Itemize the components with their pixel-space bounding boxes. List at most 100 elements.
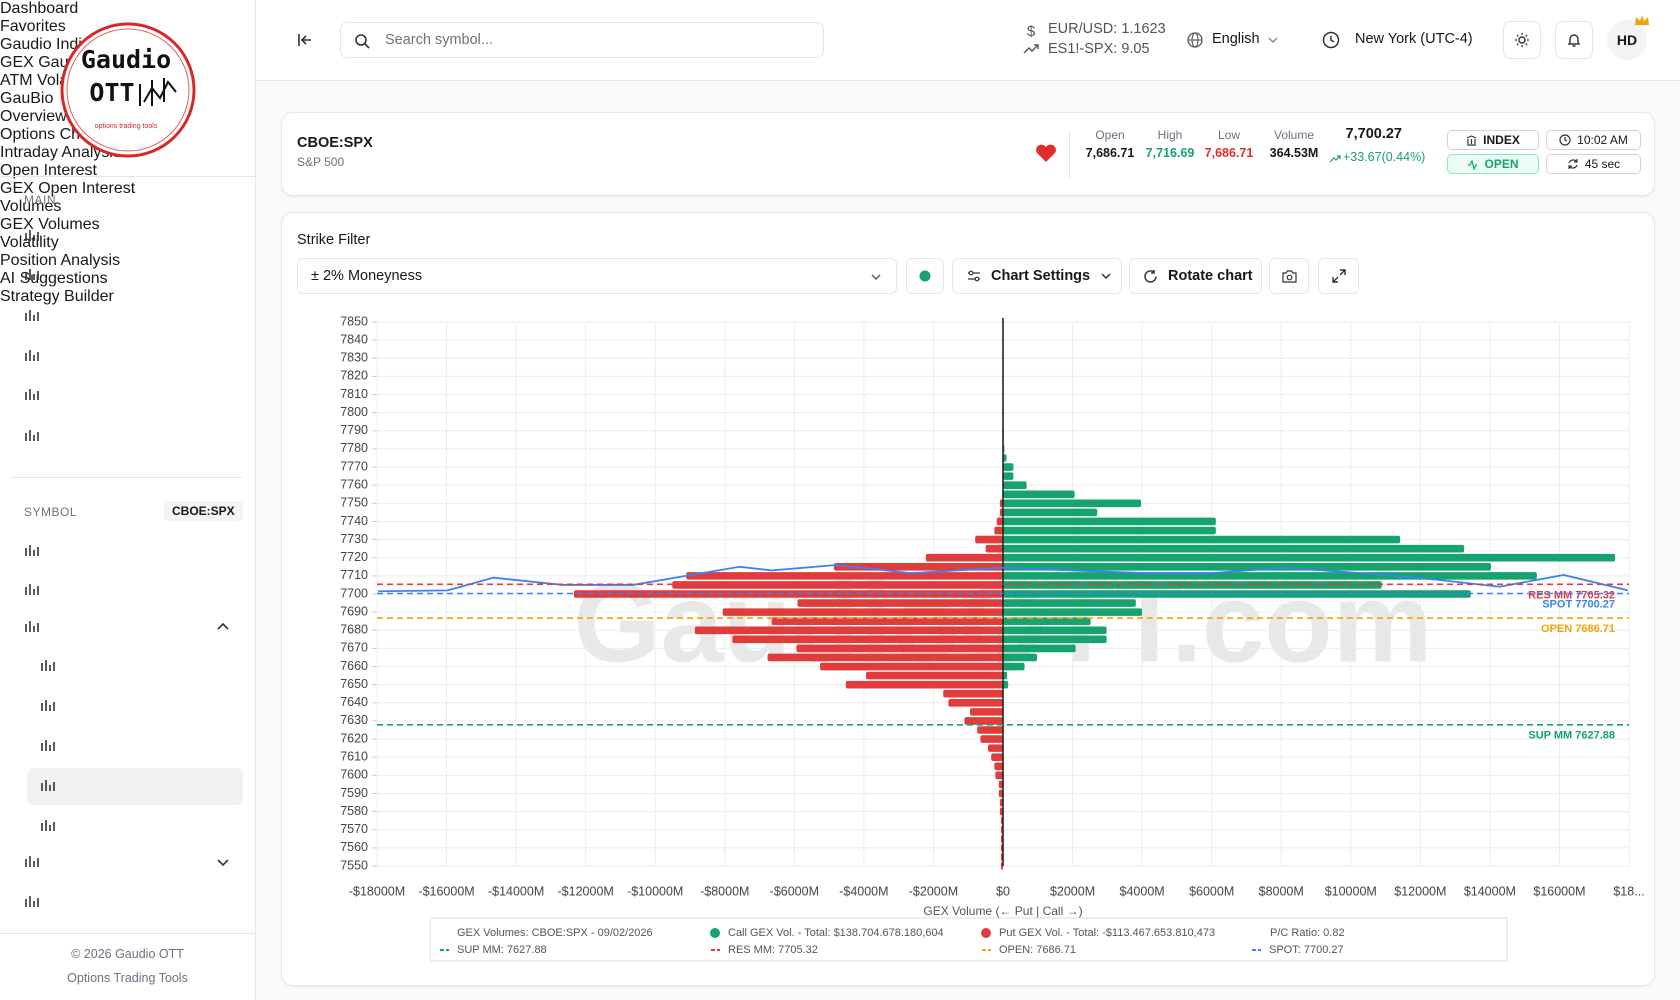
bar [1003,680,1009,689]
pulse-icon [1468,158,1478,170]
nav-icon [25,430,39,441]
screenshot-button[interactable] [1269,258,1309,294]
collapse-button[interactable] [296,31,314,49]
section-heading: SYMBOL [24,505,78,519]
bar [1003,608,1143,616]
x-tick-label: -$14000M [488,884,544,898]
fx-rate: EUR/USD: 1.1623 [1048,21,1166,37]
nav-item[interactable]: Position Analysis [0,252,121,269]
x-tick-label: $4000M [1120,884,1165,898]
bar [722,608,1003,616]
nav-item[interactable]: Dashboard [0,0,79,17]
search-box[interactable]: Search symbol... [340,22,824,58]
nav-item[interactable]: GauBio [0,90,54,107]
y-tick-label: 7610 [340,749,368,763]
legend-text: RES MM: 7705.32 [728,944,818,956]
x-tick-label: -$4000M [839,884,888,898]
bar [1003,644,1076,653]
language-select[interactable]: English [1212,31,1260,47]
bar [925,553,1003,562]
bar [998,780,1003,789]
y-tick-label: 7710 [340,568,368,582]
x-tick-label: -$18000M [349,884,405,898]
bar [994,526,1003,535]
y-tick-label: 7550 [340,858,368,872]
crown-icon [1635,15,1649,25]
theme-button[interactable] [1503,21,1541,59]
strike-filter-select[interactable]: ± 2% Moneyness [297,258,897,294]
y-tick-label: 7560 [340,840,368,854]
fullscreen-button[interactable] [1318,258,1359,294]
chart-settings-button[interactable]: Chart Settings [952,258,1122,294]
filter-value: ± 2% Moneyness [311,268,423,284]
nav-item[interactable]: Overview [0,108,67,125]
y-tick-label: 7720 [340,550,368,564]
x-tick-label: $2000M [1050,884,1095,898]
nav-icon [41,700,55,711]
chevron-up[interactable] [216,620,230,634]
y-tick-label: 7790 [340,423,368,437]
nav-icon [25,230,39,241]
sidebar: Gaudio OTT options trading tools MAIN SY… [0,0,256,1000]
section-heading: MAIN [24,193,56,207]
nav-item[interactable]: Intraday Analysis [0,144,121,161]
stat-label: High [1157,128,1183,142]
button-text: Rotate chart [1168,268,1253,284]
nav-item[interactable]: Strategy Builder [0,288,114,305]
y-tick-label: 7780 [340,441,368,455]
legend-marker [981,928,991,938]
chevron-down[interactable] [216,855,230,869]
nav-item[interactable]: AI Suggestions [0,270,108,287]
bar [948,699,1003,707]
nav-item[interactable]: ATM Vola [0,72,69,89]
x-tick-label: $14000M [1464,884,1516,898]
nav-item[interactable]: GEX Open Interest [0,180,136,197]
search-icon [355,34,370,49]
notifications-button[interactable] [1555,21,1593,59]
time-badge: 10:02 AM [1546,130,1641,150]
bar [975,535,1003,544]
nav-icon [25,545,39,556]
nav-item[interactable]: GEX Volumes [0,216,100,233]
bar [1003,635,1107,644]
bell-icon [1567,34,1581,47]
x-tick-label: $0 [996,884,1010,898]
x-tick-label: -$8000M [700,884,749,898]
footer-text: Options Trading Tools [67,971,188,985]
y-tick-label: 7640 [340,695,368,709]
favorite-button[interactable] [1035,143,1057,163]
bar [1003,481,1027,489]
bar [1003,499,1142,508]
nav-item[interactable]: Volumes [0,198,62,215]
logo-tagline: options trading tools [95,123,158,130]
avatar[interactable]: HD [1607,20,1647,60]
y-tick-label: 7570 [340,822,368,836]
bar [694,626,1003,635]
y-tick-label: 7650 [340,677,368,691]
bar [1003,599,1136,607]
bar [1003,553,1616,562]
refresh-badge[interactable]: 45 sec [1546,154,1641,174]
nav-item[interactable]: Volatility [0,234,59,251]
reference-label: RES MM 7705.32 [1528,589,1615,601]
logo[interactable]: Gaudio OTT options trading tools [56,18,200,162]
status-text: OPEN [1484,157,1519,171]
bar [1003,508,1098,517]
bar [988,744,1003,752]
nav-item[interactable]: Open Interest [0,162,97,179]
timezone[interactable]: New York (UTC-4) [1355,31,1473,47]
rotate-chart-button[interactable]: Rotate chart [1129,258,1262,294]
y-tick-label: 7620 [340,731,368,745]
nav-icon [41,820,55,831]
globe-icon [1187,32,1203,48]
bar [1003,662,1025,671]
button-text: Chart Settings [991,268,1091,284]
x-tick-label: -$16000M [418,884,474,898]
y-tick-label: 7840 [340,332,368,346]
nav-item[interactable]: Favorites [0,18,66,35]
price-change: +33.67(0.44%) [1343,150,1426,164]
x-tick-label: $6000M [1189,884,1234,898]
nav-icon [25,584,39,595]
live-toggle[interactable] [906,258,944,294]
svg-text:$: $ [1027,23,1036,40]
